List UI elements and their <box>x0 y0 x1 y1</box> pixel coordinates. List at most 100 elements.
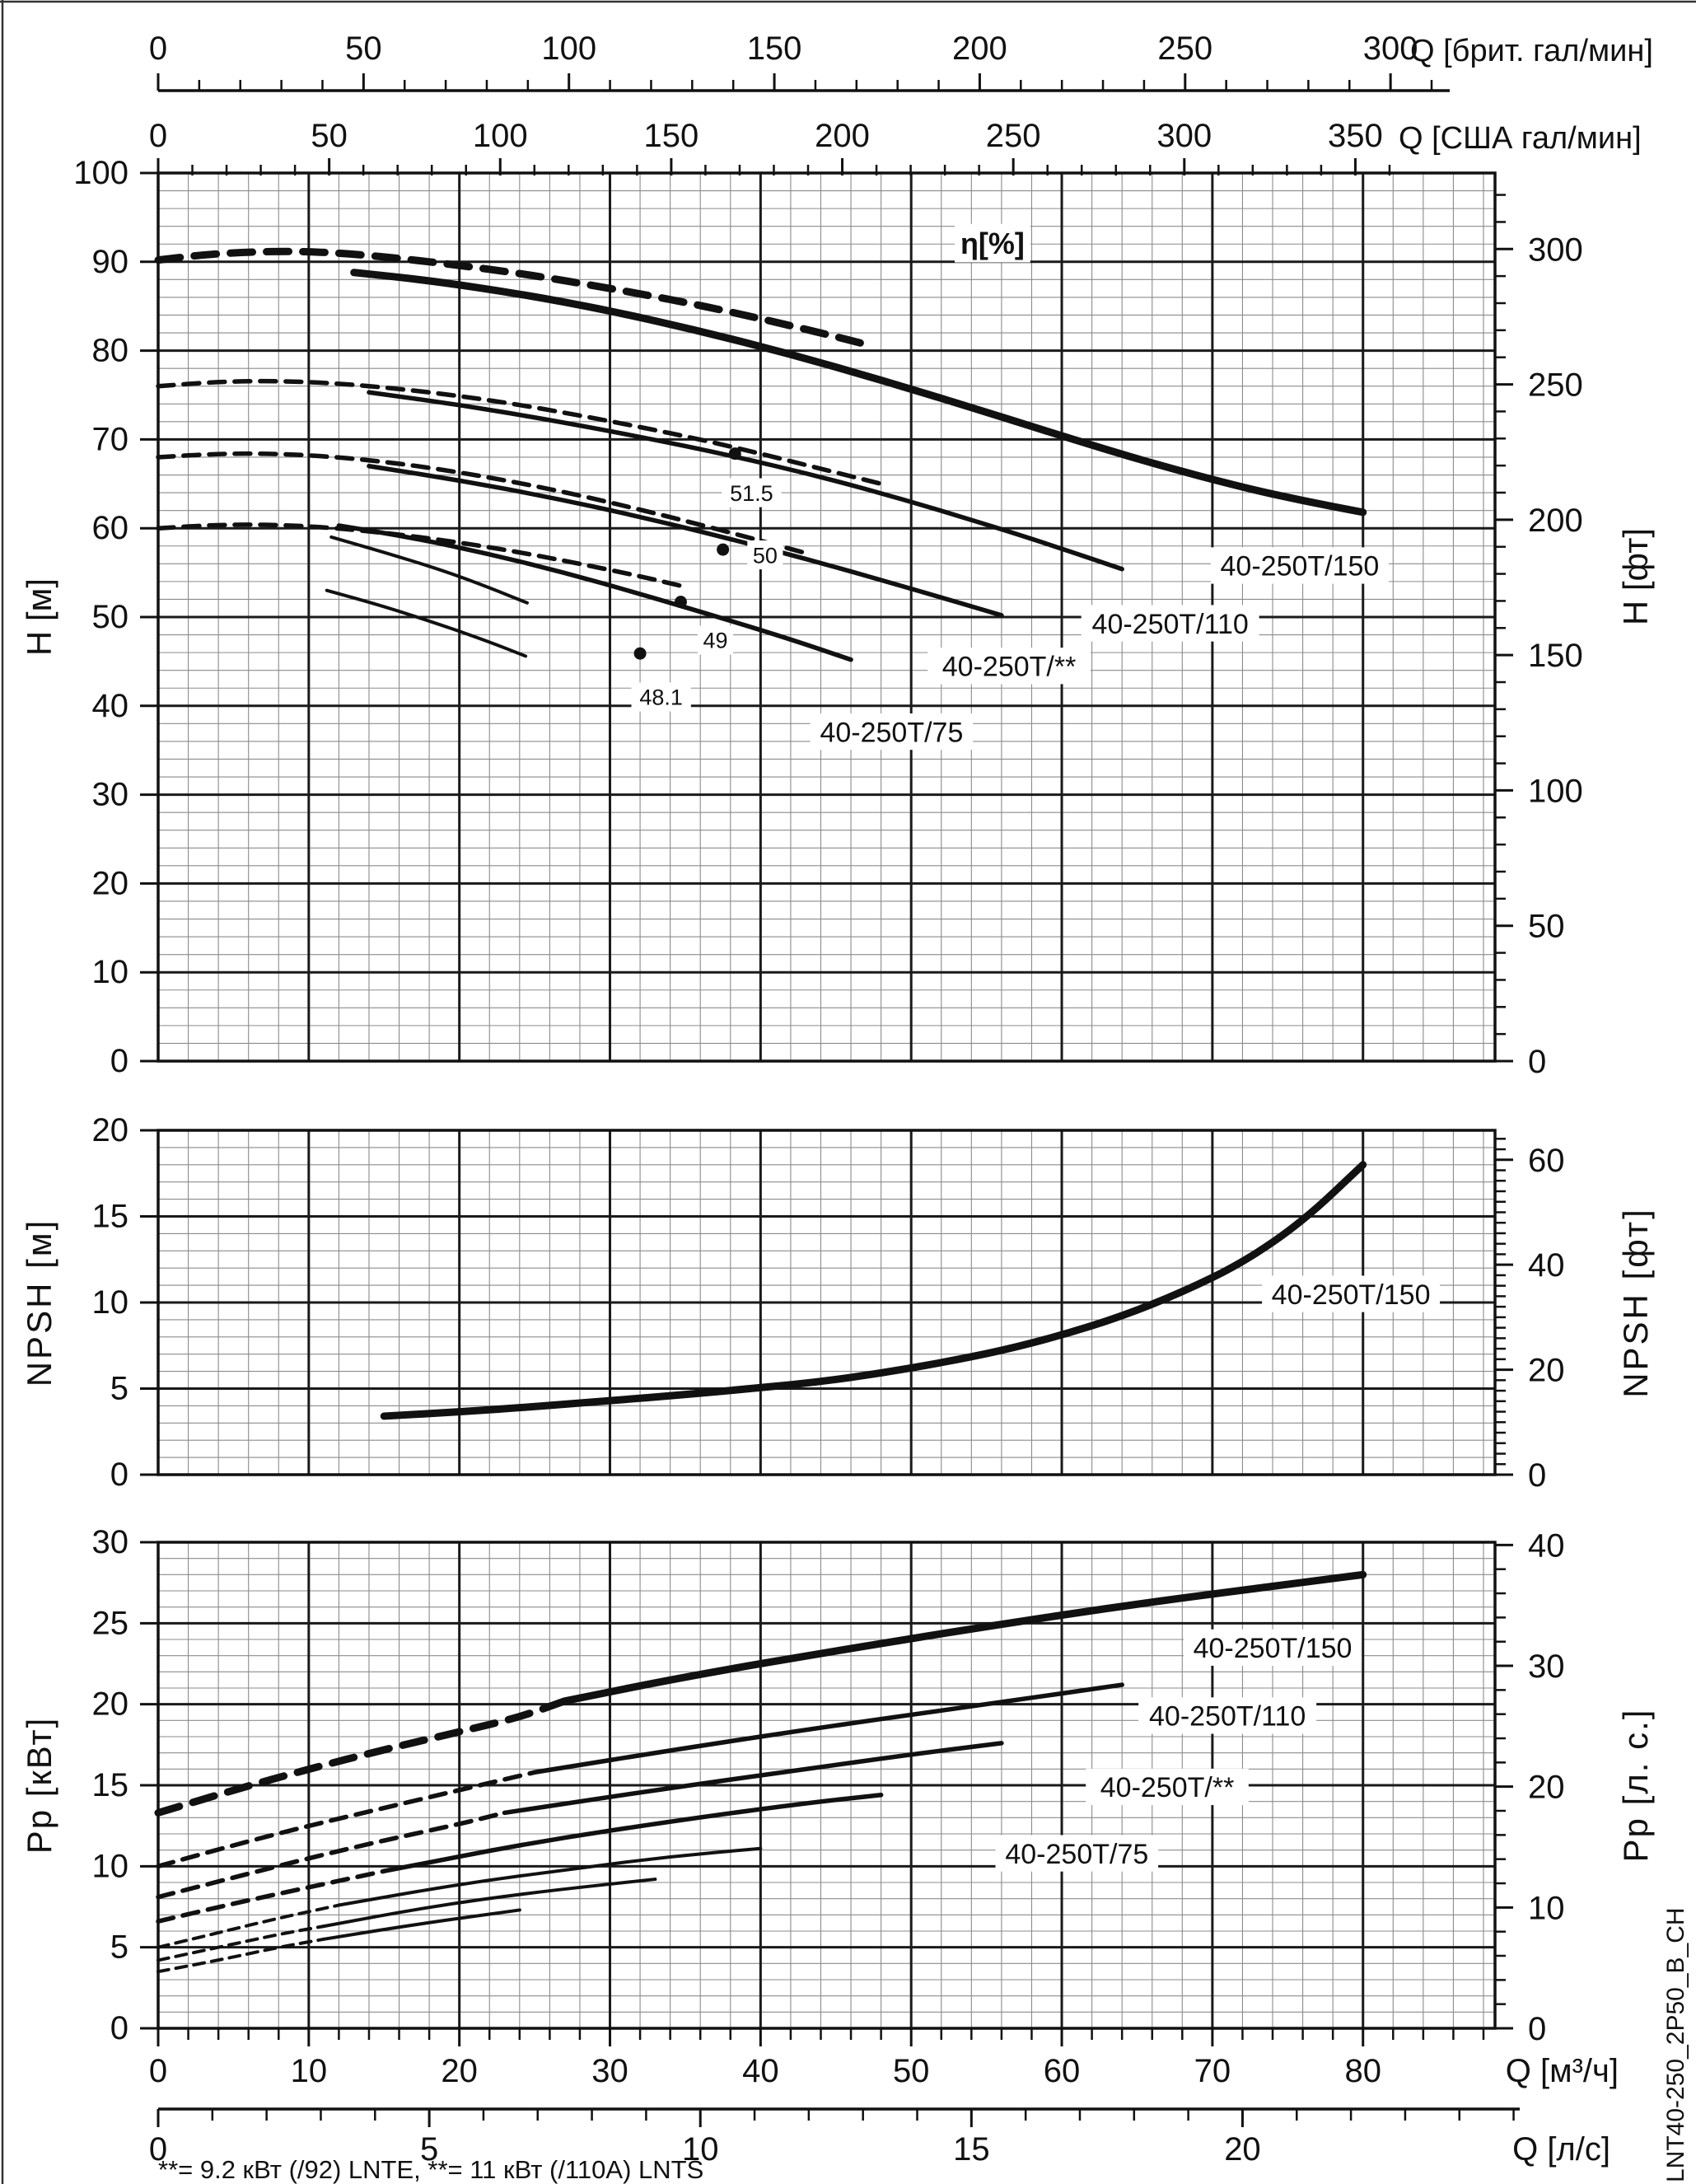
scale-tick-label: 100 <box>541 30 596 67</box>
curve-40-250t-75 <box>381 1793 884 1873</box>
curve-label-bg <box>1262 1275 1441 1312</box>
scale-tick-label: 100 <box>473 118 528 154</box>
curve-lnte-variant-1-dashed <box>157 1903 341 1949</box>
scale-tick-label: 20 <box>1224 2131 1261 2168</box>
curve-40-250t-75 <box>336 523 853 662</box>
left-tick-label: 30 <box>92 777 129 813</box>
curve-40-250t-150 <box>561 1570 1367 1705</box>
right-tick-label: 200 <box>1528 503 1583 539</box>
curve-label-bg <box>1081 605 1259 642</box>
right-tick-label: 40 <box>1528 1247 1565 1284</box>
scale-tick-label: 0 <box>149 118 167 154</box>
scale-tick-label: 20 <box>441 2053 478 2089</box>
right-tick-label: 30 <box>1528 1649 1565 1685</box>
axis-title-q-us-gpm: Q [США гал/мин] <box>1399 121 1642 156</box>
scale-tick-label: 70 <box>1194 2053 1231 2089</box>
axis-title-h-ft: H [фт] <box>1616 528 1655 625</box>
left-tick-label: 30 <box>92 1524 129 1560</box>
scale-tick-label: 200 <box>952 30 1007 67</box>
curve-variant-stub-1 <box>329 535 529 605</box>
left-tick-label: 90 <box>92 244 129 280</box>
curve-label: 40-250T/150 <box>1221 551 1380 582</box>
curve-40-250t-150 <box>350 269 1367 517</box>
document-code-watermark: LNT40-250_2P50_B_CH <box>1662 1907 1689 2182</box>
axis-title-q-imp-gpm: Q [брит. гал/мин] <box>1410 34 1653 68</box>
curve-variant-stub-2 <box>325 588 528 658</box>
curve-lnte-variant-3-dashed <box>157 1937 326 1974</box>
curve-40-250t-150-dashed <box>154 247 870 348</box>
efficiency-point-label-bg <box>722 478 782 507</box>
scale-tick-label: 200 <box>815 118 870 154</box>
right-tick-label: 0 <box>1528 1457 1546 1494</box>
left-tick-label: 15 <box>92 1767 129 1803</box>
scale-tick-label: 0 <box>149 2053 167 2089</box>
right-tick-label: 100 <box>1528 773 1583 809</box>
right-tick-label: 20 <box>1528 1353 1565 1389</box>
curve-40-250t-** <box>502 1741 1004 1816</box>
left-tick-label: 40 <box>92 688 129 724</box>
efficiency-point-label: 48.1 <box>639 685 683 710</box>
left-tick-label: 10 <box>92 954 129 990</box>
right-tick-label: 40 <box>1528 1527 1565 1564</box>
curve-label-bg <box>1184 1629 1362 1666</box>
curve-40-250t-150-dashed <box>154 1697 569 1817</box>
scale-tick-label: 10 <box>682 2131 719 2168</box>
scale-tick-label: 300 <box>1156 118 1212 154</box>
curve-lnte-variant-1 <box>337 1846 763 1907</box>
left-tick-label: 10 <box>92 1284 129 1321</box>
curve-label: 40-250T/75 <box>820 717 963 748</box>
curve-40-250t-**-dashed <box>156 1810 507 1900</box>
efficiency-point-label: 49 <box>703 629 727 653</box>
scale-q-m3h: 0 10 20 30 40 50 60 70 80 <box>149 2028 1485 2089</box>
left-tick-label: 0 <box>110 1457 128 1493</box>
curve-label-bg <box>955 223 1030 263</box>
left-tick-label: 10 <box>92 1848 129 1884</box>
axis-title-h-m: H [м] <box>20 578 58 656</box>
efficiency-point <box>728 447 741 461</box>
axis-title-pp-hp: Pp [л. с.] <box>1616 1709 1655 1863</box>
curve-lnte-variant-2 <box>322 1878 657 1929</box>
scale-tick-label: 50 <box>893 2053 930 2089</box>
curve-40-250t-75-dashed <box>156 522 688 590</box>
scale-tick-label: 250 <box>986 118 1041 154</box>
left-tick-label: 60 <box>92 510 129 546</box>
scale-tick-label: 60 <box>1044 2053 1081 2089</box>
curve-label: 40-250T/150 <box>1272 1279 1431 1311</box>
scale-tick-label: 10 <box>291 2053 328 2089</box>
curve-label-bg <box>995 1835 1159 1872</box>
curve-label: 40-250T/** <box>1100 1772 1235 1803</box>
right-tick-label: 150 <box>1528 638 1583 674</box>
left-tick-label: 0 <box>110 1043 128 1079</box>
chart-pp: 0 5 10 15 20 25 30 0 10 20 30 40 40-250T/150 40-250T/… <box>92 1524 1565 2047</box>
scale-tick-label: 150 <box>644 118 699 154</box>
scale-tick-label: 350 <box>1328 118 1383 154</box>
axis-title-pp-kw: Pp [кВт] <box>20 1717 58 1854</box>
scale-tick-label: 15 <box>953 2131 990 2168</box>
right-tick-label: 0 <box>1528 2011 1546 2047</box>
efficiency-point <box>674 596 687 609</box>
left-tick-label: 0 <box>110 2010 128 2046</box>
curve-label-bg <box>1210 547 1389 584</box>
scale-tick-label: 150 <box>747 30 802 67</box>
curve-label-bg <box>1086 1768 1249 1806</box>
left-tick-label: 25 <box>92 1605 129 1641</box>
curve-label: 40-250T/110 <box>1149 1701 1306 1733</box>
curve-40-250t-** <box>367 463 1004 618</box>
right-tick-label: 60 <box>1528 1143 1565 1179</box>
efficiency-point <box>717 543 730 556</box>
scale-tick-label: 0 <box>149 2131 167 2168</box>
left-tick-label: 20 <box>92 865 129 901</box>
scale-tick-label: 0 <box>149 30 167 67</box>
axis-title-q-ls: Q [л/с] <box>1512 2131 1610 2168</box>
scale-tick-label: 30 <box>591 2053 628 2089</box>
right-tick-label: 10 <box>1528 1890 1565 1926</box>
curve-label-bg <box>810 713 974 751</box>
scale-tick-label: 50 <box>311 118 348 154</box>
scale-tick-label: 50 <box>345 30 382 67</box>
left-tick-label: 100 <box>73 155 128 191</box>
efficiency-point <box>633 647 647 660</box>
scale-tick-label: 300 <box>1363 30 1418 67</box>
